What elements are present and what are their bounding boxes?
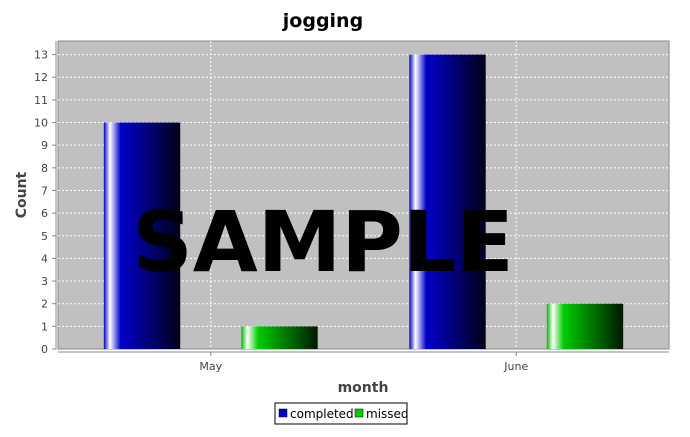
y-tick-label: 3 xyxy=(41,275,48,288)
y-tick-label: 10 xyxy=(34,117,48,130)
bar-completed-june xyxy=(409,54,486,350)
bar-missed-june xyxy=(546,303,624,349)
y-tick-label: 9 xyxy=(41,139,48,152)
y-tick-label: 1 xyxy=(41,320,48,333)
y-tick-label: 2 xyxy=(41,298,48,311)
bar-completed-may xyxy=(103,122,181,349)
legend: completed missed xyxy=(274,402,409,425)
y-tick-label: 12 xyxy=(34,71,48,84)
y-tick-label: 5 xyxy=(41,230,48,243)
bars xyxy=(103,54,624,350)
y-axis-label: Count xyxy=(14,171,30,218)
legend-box xyxy=(274,402,408,425)
watermark: SAMPLE xyxy=(132,193,514,291)
legend-label-completed: completed xyxy=(290,407,354,421)
y-tick-label: 8 xyxy=(41,162,48,175)
legend-swatch-missed xyxy=(354,408,364,418)
y-tick-label: 11 xyxy=(34,94,48,107)
x-axis-ticks: May June xyxy=(199,352,528,373)
y-tick-label: 6 xyxy=(41,207,48,220)
y-tick-label: 0 xyxy=(41,343,48,356)
legend-swatch-completed xyxy=(278,408,288,418)
legend-label-missed: missed xyxy=(366,407,409,421)
x-tick-label: June xyxy=(503,360,528,373)
y-tick-label: 7 xyxy=(41,184,48,197)
x-tick-label: May xyxy=(199,360,222,373)
x-axis-label: month xyxy=(338,380,389,396)
y-tick-label: 13 xyxy=(34,49,48,62)
bar-missed-may xyxy=(241,326,318,349)
chart-title: jogging xyxy=(282,10,363,32)
y-tick-label: 4 xyxy=(41,252,48,265)
